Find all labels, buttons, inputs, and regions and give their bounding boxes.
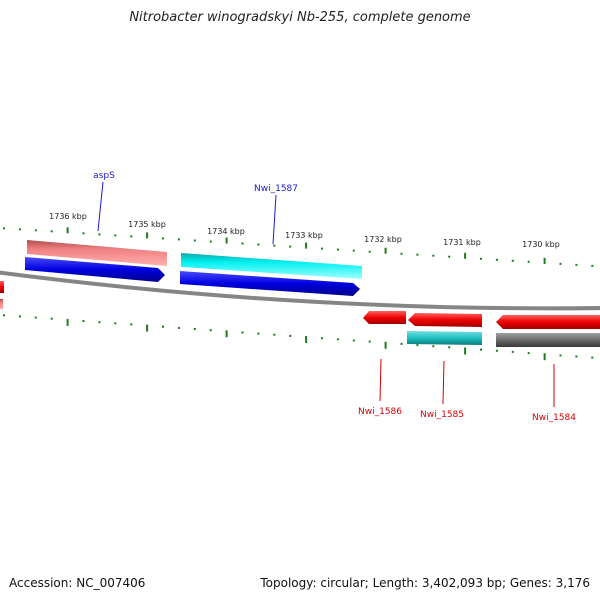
genome-title: Nitrobacter winogradskyi Nb-255, complet…	[129, 10, 471, 25]
cog-box-aspS[interactable]	[27, 240, 167, 266]
cog-box-nwi-1584[interactable]	[496, 333, 600, 347]
gene-arrow-nwi-1585[interactable]	[408, 313, 482, 327]
cog-box-nwi-1587[interactable]	[181, 253, 362, 279]
gene-arrow-nwi-1587[interactable]	[180, 271, 360, 296]
label-line-nwi-1585	[442, 360, 445, 405]
tick-label: 1734 kbp	[207, 227, 245, 236]
tick-label: 1736 kbp	[49, 212, 87, 221]
gene-label-nwi-1587: Nwi_1587	[254, 184, 298, 194]
gene-arrow-nwi-1584[interactable]	[496, 315, 600, 329]
tick-label: 1731 kbp	[443, 238, 481, 247]
label-line-nwi-1587	[272, 194, 277, 245]
cog-box-nwi-1585[interactable]	[407, 331, 482, 345]
label-line-nwi-1586	[379, 358, 382, 402]
tick-labels: 1736 kbp 1735 kbp 1734 kbp 1733 kbp 1732 kbp…	[49, 212, 560, 249]
label-line-aspS	[97, 181, 104, 232]
tick-label: 1735 kbp	[128, 220, 166, 229]
gene-arrow-partial-left[interactable]	[0, 281, 4, 293]
gene-arrow-nwi-1586[interactable]	[363, 311, 406, 324]
gene-label-nwi-1586: Nwi_1586	[358, 407, 402, 417]
backbone	[0, 270, 600, 311]
tick-label: 1730 kbp	[522, 240, 560, 249]
inner-tick-row	[3, 314, 594, 361]
gene-label-aspS: aspS	[93, 171, 115, 181]
tick-label: 1733 kbp	[285, 231, 323, 240]
outer-tick-row	[3, 227, 594, 267]
accession-text: Accession: NC_007406	[9, 576, 146, 590]
genome-summary-text: Topology: circular; Length: 3,402,093 bp…	[260, 576, 590, 590]
cog-box-partial-left[interactable]	[0, 299, 3, 309]
gene-arrow-aspS[interactable]	[25, 257, 165, 282]
tick-label: 1732 kbp	[364, 235, 402, 244]
gene-label-nwi-1585: Nwi_1585	[420, 410, 464, 420]
gene-label-nwi-1584: Nwi_1584	[532, 413, 576, 423]
